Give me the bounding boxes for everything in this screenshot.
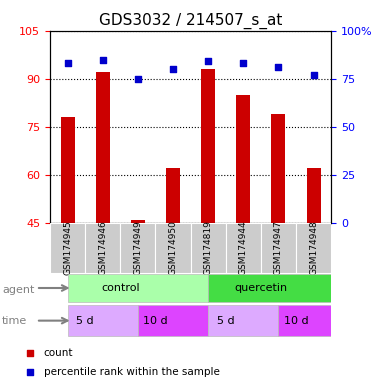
Text: control: control [101,283,140,293]
Bar [50,223,85,273]
Text: agent: agent [2,285,34,295]
Bar [278,305,349,336]
Bar [296,223,331,273]
Bar [68,274,208,302]
Point [27,349,33,356]
Point [310,72,316,78]
Title: GDS3032 / 214507_s_at: GDS3032 / 214507_s_at [99,13,282,29]
Bar [226,223,261,273]
Text: GSM174947: GSM174947 [274,220,283,275]
Text: 10 d: 10 d [284,316,308,326]
Bar [156,223,191,273]
Text: GSM174945: GSM174945 [63,220,72,275]
Text: percentile rank within the sample: percentile rank within the sample [44,367,219,377]
Text: GSM174944: GSM174944 [239,220,248,275]
Point [27,369,33,375]
Text: GSM174950: GSM174950 [169,220,177,275]
Bar [208,274,349,302]
Bar [60,117,75,223]
Text: GSM174948: GSM174948 [309,220,318,275]
Bar [208,305,278,336]
Bar [96,72,110,223]
Bar [85,223,120,273]
Point [170,66,176,72]
Bar [236,95,250,223]
Bar [121,223,156,273]
Point [275,64,281,70]
Bar [68,305,138,336]
Bar [271,114,285,223]
Point [135,76,141,82]
Point [240,60,246,66]
Text: time: time [2,316,27,326]
Bar [166,168,180,223]
Bar [191,223,226,273]
Text: GSM174946: GSM174946 [98,220,107,275]
Bar [261,223,296,273]
Point [100,56,106,63]
Text: 5 d: 5 d [217,316,234,326]
Bar [131,220,145,223]
Point [65,60,71,66]
Text: count: count [44,348,73,358]
Bar [201,69,215,223]
Text: 5 d: 5 d [76,316,94,326]
Point [205,58,211,65]
Text: GSM174949: GSM174949 [133,220,142,275]
Text: 10 d: 10 d [143,316,168,326]
Bar [306,168,321,223]
Bar [138,305,208,336]
Text: quercetin: quercetin [234,283,287,293]
Text: GSM174819: GSM174819 [204,220,213,275]
